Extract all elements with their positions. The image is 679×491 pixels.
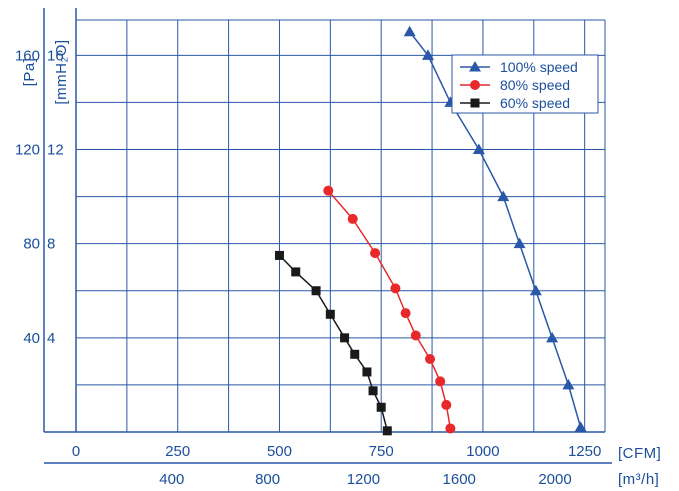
data-point — [325, 309, 335, 319]
legend-marker — [470, 98, 480, 108]
data-point — [370, 248, 381, 259]
x-axis-labels: [CFM] [m³/h] 0 250 500 750 1000 1250 400 800 120… — [72, 443, 661, 488]
data-point — [323, 185, 334, 196]
data-point — [546, 331, 559, 343]
data-point — [435, 376, 446, 387]
series-square — [274, 250, 392, 436]
y-tick-pa: 40 — [23, 330, 40, 347]
x-tick-m3h: 1200 — [347, 471, 380, 488]
data-point — [347, 213, 358, 224]
data-point — [574, 421, 587, 432]
data-point — [340, 333, 350, 343]
data-point — [562, 378, 575, 390]
y-tick-mmh2o: 12 — [47, 141, 64, 158]
series-line — [327, 190, 452, 429]
y-unit-pa: [Pa] — [21, 58, 38, 87]
legend: 100% speed 80% speed 60% speed — [451, 54, 599, 114]
series-line — [278, 254, 389, 431]
legend-label: 60% speed — [500, 95, 570, 111]
x-tick-m3h: 1600 — [443, 471, 476, 488]
x-tick-m3h: 2000 — [538, 471, 571, 488]
data-point — [382, 426, 392, 436]
x-tick-m3h: 400 — [159, 471, 184, 488]
x-tick-m3h: 800 — [255, 471, 280, 488]
data-point — [291, 267, 301, 277]
y-tick-mmh2o: 8 — [47, 236, 55, 253]
data-point — [445, 423, 456, 434]
data-point — [403, 25, 416, 37]
data-point — [472, 143, 485, 154]
y-tick-mmh2o: 4 — [47, 330, 55, 347]
series-circle — [323, 185, 456, 434]
data-point — [497, 190, 510, 202]
y-tick-pa: 160 — [15, 47, 40, 64]
x-tick-cfm: 750 — [369, 443, 394, 460]
y-tick-pa: 120 — [15, 141, 40, 158]
data-point — [441, 399, 452, 410]
y-tick-pa: 80 — [23, 236, 40, 253]
data-point — [410, 330, 421, 341]
legend-label: 100% speed — [500, 59, 578, 75]
legend-marker — [470, 80, 480, 90]
y-axis-labels: [Pa] [mmH₂O] 40 80 120 160 4 8 12 16 — [15, 39, 70, 346]
x-tick-cfm: 500 — [267, 443, 292, 460]
y-unit-mmh2o: [mmH₂O] — [53, 39, 70, 104]
data-point — [362, 367, 372, 377]
data-point — [425, 354, 436, 365]
data-point — [274, 250, 284, 260]
x-tick-cfm: 0 — [72, 443, 80, 460]
data-point — [350, 349, 360, 359]
x-tick-cfm: 1000 — [466, 443, 499, 460]
data-point — [400, 308, 411, 319]
x-unit-m3h: [m³/h] — [618, 471, 659, 488]
data-point — [376, 402, 386, 412]
series-triangle — [403, 25, 587, 432]
legend-marker — [469, 61, 481, 72]
data-point — [368, 386, 378, 396]
data-point — [421, 49, 434, 60]
y-tick-mmh2o: 16 — [47, 47, 64, 64]
data-point — [390, 283, 401, 294]
data-point — [513, 237, 526, 249]
data-point — [529, 284, 542, 296]
series-line — [409, 31, 582, 428]
x-tick-cfm: 250 — [165, 443, 190, 460]
x-unit-cfm: [CFM] — [618, 445, 661, 462]
axes — [43, 8, 612, 464]
data-series — [274, 25, 587, 436]
legend-label: 80% speed — [500, 77, 570, 93]
x-tick-cfm: 1250 — [568, 443, 601, 460]
data-point — [311, 286, 321, 296]
